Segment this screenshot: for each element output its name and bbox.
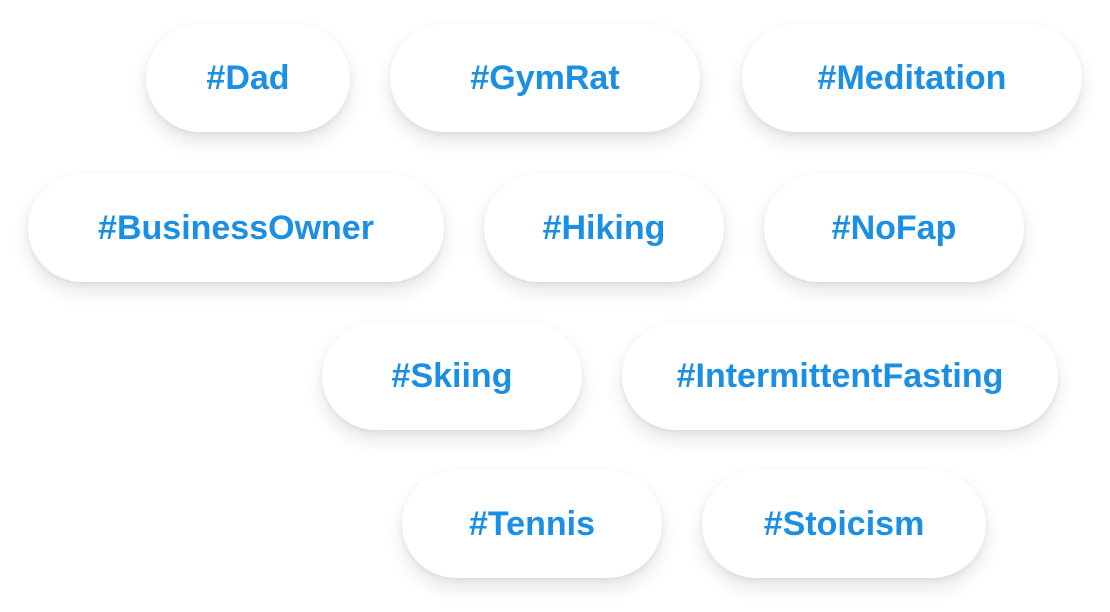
tag-businessowner[interactable]: #BusinessOwner — [28, 174, 444, 282]
tag-meditation[interactable]: #Meditation — [742, 24, 1082, 132]
tag-gymrat[interactable]: #GymRat — [390, 24, 700, 132]
tag-stoicism[interactable]: #Stoicism — [702, 470, 986, 578]
tag-tennis[interactable]: #Tennis — [402, 470, 662, 578]
tag-dad[interactable]: #Dad — [146, 24, 350, 132]
tag-hiking[interactable]: #Hiking — [484, 174, 724, 282]
tag-skiing[interactable]: #Skiing — [322, 322, 582, 430]
tag-intermittentfasting[interactable]: #IntermittentFasting — [622, 322, 1058, 430]
tag-nofap[interactable]: #NoFap — [764, 174, 1024, 282]
